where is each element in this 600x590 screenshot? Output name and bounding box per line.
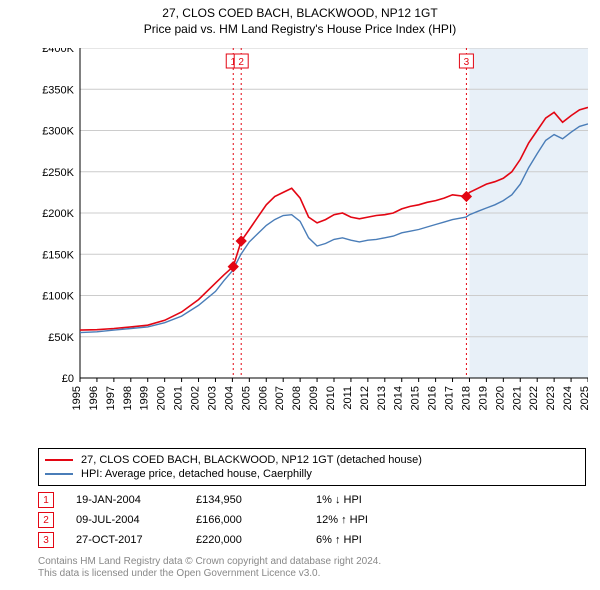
plot-area: £0 £50K £100K £150K £200K £250K £300K £350K £400…: [38, 48, 588, 418]
svg-text:£350K: £350K: [42, 84, 74, 96]
svg-text:2013: 2013: [376, 386, 388, 410]
svg-text:£300K: £300K: [42, 126, 74, 138]
svg-text:2003: 2003: [206, 386, 218, 410]
svg-text:2022: 2022: [528, 386, 540, 410]
svg-text:2012: 2012: [359, 386, 371, 410]
svg-text:2001: 2001: [173, 386, 185, 410]
svg-text:2009: 2009: [308, 386, 320, 410]
event-hpi: 12% ↑ HPI: [316, 514, 436, 526]
svg-text:2010: 2010: [325, 386, 337, 410]
event-number-box: 1: [38, 492, 54, 508]
svg-text:2021: 2021: [511, 386, 523, 410]
event-number-box: 3: [38, 532, 54, 548]
svg-text:£250K: £250K: [42, 167, 74, 179]
svg-text:2014: 2014: [393, 386, 405, 410]
event-number-box: 2: [38, 512, 54, 528]
svg-text:1997: 1997: [105, 386, 117, 410]
svg-text:2020: 2020: [494, 386, 506, 410]
svg-text:2011: 2011: [342, 386, 354, 410]
event-price: £166,000: [196, 514, 316, 526]
svg-text:1998: 1998: [122, 386, 134, 410]
event-price: £134,950: [196, 494, 316, 506]
chart-container: { "titles": { "line1": "27, CLOS COED BA…: [0, 0, 600, 590]
svg-text:2015: 2015: [410, 386, 422, 410]
title-line-2: Price paid vs. HM Land Registry's House …: [0, 22, 600, 36]
svg-text:2: 2: [238, 57, 244, 68]
legend-label: 27, CLOS COED BACH, BLACKWOOD, NP12 1GT …: [81, 453, 422, 467]
svg-text:2007: 2007: [274, 386, 286, 410]
event-row: 3 27-OCT-2017 £220,000 6% ↑ HPI: [38, 530, 586, 550]
footer-line-1: Contains HM Land Registry data © Crown c…: [38, 556, 586, 568]
svg-text:1996: 1996: [88, 386, 100, 410]
event-date: 09-JUL-2004: [76, 514, 196, 526]
event-date: 19-JAN-2004: [76, 494, 196, 506]
event-date: 27-OCT-2017: [76, 534, 196, 546]
svg-text:2018: 2018: [460, 386, 472, 410]
events-table: 1 19-JAN-2004 £134,950 1% ↓ HPI 2 09-JUL…: [38, 490, 586, 550]
footer-line-2: This data is licensed under the Open Gov…: [38, 568, 586, 580]
legend-item: 27, CLOS COED BACH, BLACKWOOD, NP12 1GT …: [45, 453, 579, 467]
chart-svg: £0 £50K £100K £150K £200K £250K £300K £350K £400…: [38, 48, 588, 418]
svg-text:£100K: £100K: [42, 291, 74, 303]
svg-text:2000: 2000: [156, 386, 168, 410]
legend-swatch: [45, 459, 73, 461]
chart-titles: 27, CLOS COED BACH, BLACKWOOD, NP12 1GT …: [0, 0, 600, 36]
event-hpi: 6% ↑ HPI: [316, 534, 436, 546]
legend-swatch: [45, 473, 73, 475]
svg-text:1995: 1995: [71, 386, 83, 410]
legend: 27, CLOS COED BACH, BLACKWOOD, NP12 1GT …: [38, 448, 586, 486]
event-row: 1 19-JAN-2004 £134,950 1% ↓ HPI: [38, 490, 586, 510]
title-line-1: 27, CLOS COED BACH, BLACKWOOD, NP12 1GT: [0, 6, 600, 20]
event-row: 2 09-JUL-2004 £166,000 12% ↑ HPI: [38, 510, 586, 530]
svg-text:2025: 2025: [579, 386, 588, 410]
svg-text:2017: 2017: [444, 386, 456, 410]
svg-text:2024: 2024: [562, 386, 574, 410]
svg-text:2006: 2006: [257, 386, 269, 410]
svg-text:£400K: £400K: [42, 48, 74, 55]
svg-text:3: 3: [464, 57, 470, 68]
footer-attribution: Contains HM Land Registry data © Crown c…: [38, 556, 586, 580]
legend-label: HPI: Average price, detached house, Caer…: [81, 467, 312, 481]
svg-text:1999: 1999: [139, 386, 151, 410]
svg-text:2002: 2002: [190, 386, 202, 410]
event-hpi: 1% ↓ HPI: [316, 494, 436, 506]
svg-text:£200K: £200K: [42, 208, 74, 220]
svg-text:2016: 2016: [427, 386, 439, 410]
svg-text:2008: 2008: [291, 386, 303, 410]
svg-text:2005: 2005: [240, 386, 252, 410]
event-price: £220,000: [196, 534, 316, 546]
svg-text:2023: 2023: [545, 386, 557, 410]
svg-text:£150K: £150K: [42, 249, 74, 261]
svg-text:£50K: £50K: [48, 332, 74, 344]
legend-item: HPI: Average price, detached house, Caer…: [45, 467, 579, 481]
svg-text:2019: 2019: [477, 386, 489, 410]
svg-text:2004: 2004: [223, 386, 235, 410]
svg-text:£0: £0: [62, 373, 74, 385]
